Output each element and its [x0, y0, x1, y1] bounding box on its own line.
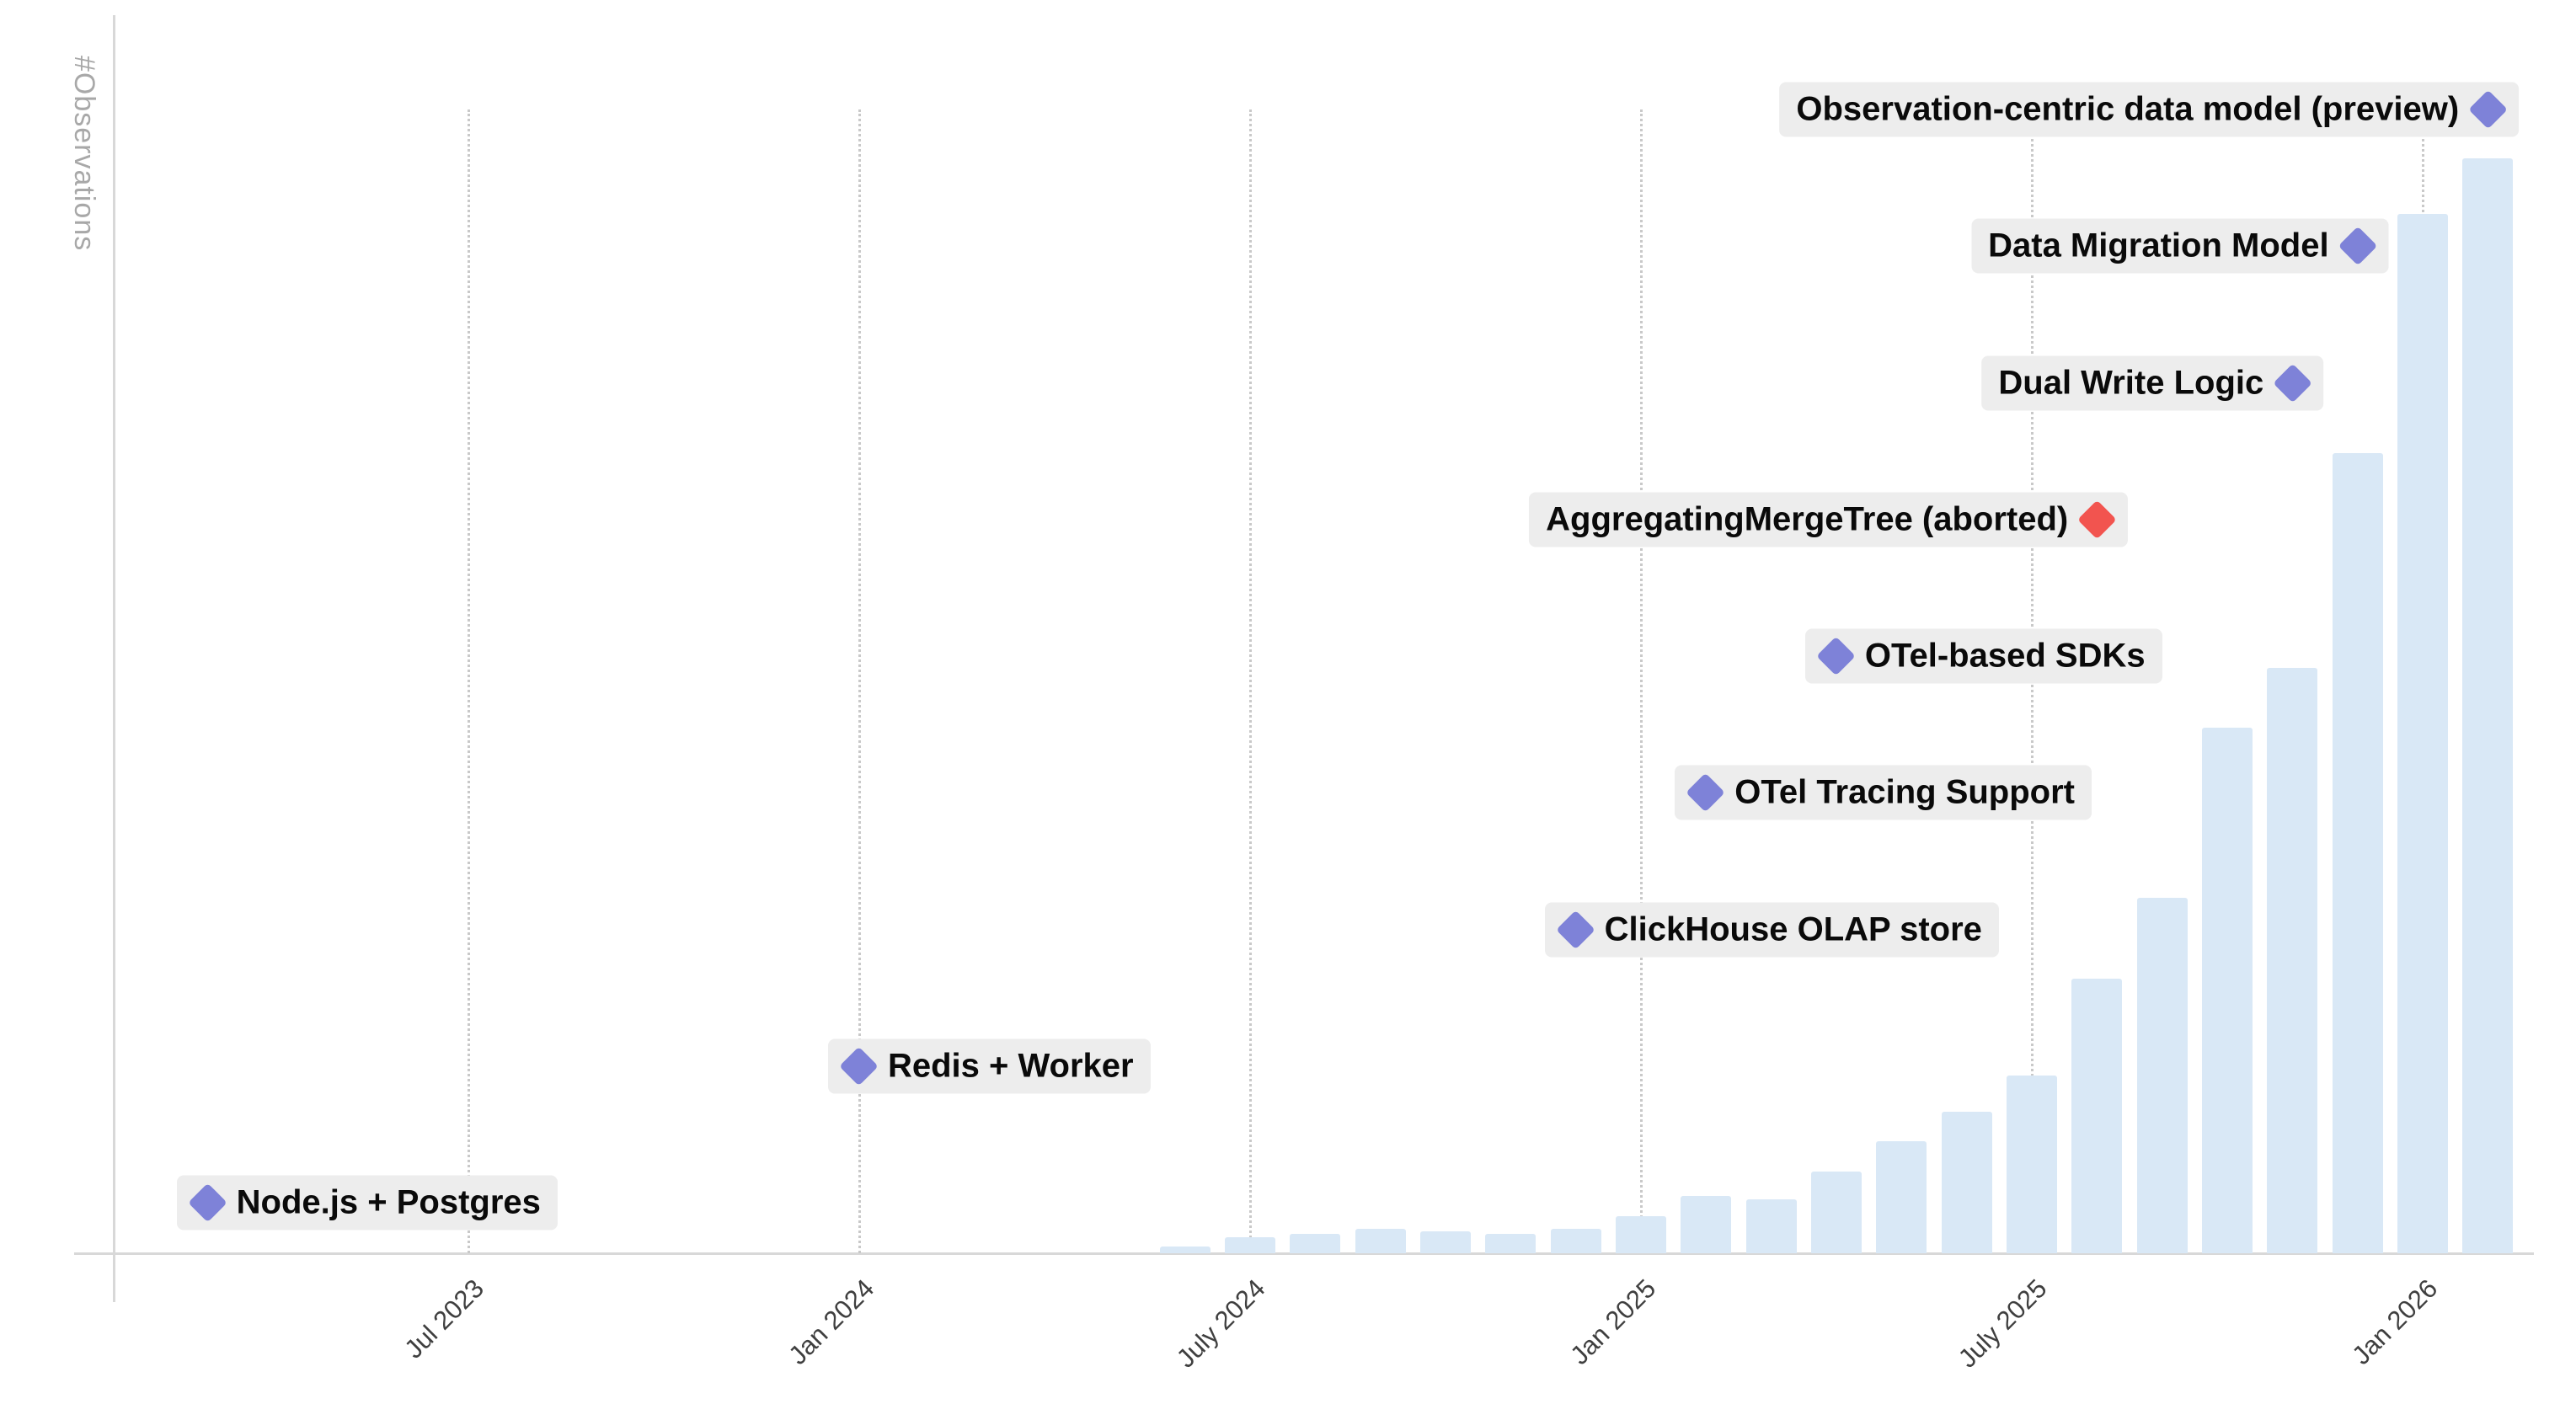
milestone-label-chip: Node.js + Postgres	[176, 1175, 558, 1230]
milestone-label-chip: ClickHouse OLAP store	[1544, 902, 1999, 957]
milestone-label-chip: Redis + Worker	[827, 1038, 1151, 1094]
x-tick-label: Jul 2023	[398, 1273, 489, 1364]
milestone-diamond-icon	[2273, 363, 2313, 403]
bar-2025-09	[2136, 897, 2188, 1253]
bar-2024-11	[1485, 1233, 1537, 1253]
milestone-label-chip: Data Migration Model	[1971, 218, 2389, 274]
gridline-2023-07	[468, 109, 470, 1253]
gridline-2024-01	[858, 109, 861, 1253]
milestone-label: OTel Tracing Support	[1734, 773, 2075, 811]
milestone-diamond-icon	[2468, 89, 2509, 130]
x-tick-label: July 2024	[1171, 1273, 1271, 1374]
x-tick-label: July 2025	[1953, 1273, 2053, 1374]
milestone-label: AggregatingMergeTree (aborted)	[1546, 500, 2069, 538]
bar-2025-05	[1876, 1141, 1927, 1253]
bar-2024-06	[1159, 1247, 1211, 1253]
y-axis-line	[113, 15, 115, 1302]
bar-2024-10	[1419, 1231, 1471, 1253]
bar-2025-02	[1681, 1196, 1732, 1253]
milestone-label-chip: OTel Tracing Support	[1675, 765, 2092, 820]
milestone-label-chip: Observation-centric data model (preview)	[1779, 82, 2520, 137]
milestone-label: Redis + Worker	[887, 1047, 1134, 1085]
gridline-2024-07	[1248, 109, 1252, 1253]
milestone-diamond-icon	[1686, 772, 1726, 813]
milestone-diamond-icon	[1555, 910, 1595, 949]
bar-2024-12	[1550, 1229, 1601, 1253]
milestone-label: Dual Write Logic	[1998, 364, 2264, 401]
bar-2026-02	[2462, 158, 2514, 1253]
milestone-diamond-icon	[839, 1046, 879, 1086]
bar-2025-11	[2267, 667, 2318, 1253]
bar-2025-10	[2201, 728, 2253, 1253]
x-tick-label: Jan 2026	[2346, 1273, 2444, 1370]
bar-2025-01	[1615, 1215, 1666, 1253]
milestone-label: Data Migration Model	[1988, 227, 2329, 264]
milestone-label-chip: AggregatingMergeTree (aborted)	[1529, 492, 2129, 547]
y-axis-label: #Observations	[68, 56, 100, 252]
bar-2025-04	[1810, 1171, 1862, 1253]
bar-2025-06	[1941, 1112, 1992, 1253]
milestone-label: ClickHouse OLAP store	[1604, 910, 1982, 948]
x-tick-label: Jan 2025	[1564, 1273, 1662, 1370]
milestone-label: OTel-based SDKs	[1864, 637, 2146, 675]
bar-2026-01	[2397, 214, 2448, 1253]
milestone-label: Observation-centric data model (preview)	[1796, 90, 2460, 128]
bar-2025-08	[2071, 978, 2123, 1253]
milestone-diamond-icon	[2077, 499, 2118, 540]
milestone-diamond-icon	[187, 1182, 227, 1223]
bar-2024-08	[1290, 1233, 1341, 1253]
gridline-2025-01	[1639, 109, 1643, 1253]
x-tick-label: Jan 2024	[783, 1273, 880, 1370]
milestone-label: Node.js + Postgres	[236, 1183, 541, 1221]
milestone-label-chip: Dual Write Logic	[1981, 355, 2324, 410]
milestone-label-chip: OTel-based SDKs	[1804, 628, 2162, 684]
milestone-diamond-icon	[2338, 226, 2378, 266]
bar-2024-07	[1224, 1236, 1275, 1253]
milestone-diamond-icon	[1816, 636, 1856, 676]
bar-2025-12	[2332, 452, 2383, 1253]
bar-2025-07	[2006, 1076, 2057, 1253]
bar-2024-09	[1355, 1229, 1406, 1253]
bar-2025-03	[1745, 1199, 1797, 1253]
x-axis-line	[74, 1252, 2534, 1255]
